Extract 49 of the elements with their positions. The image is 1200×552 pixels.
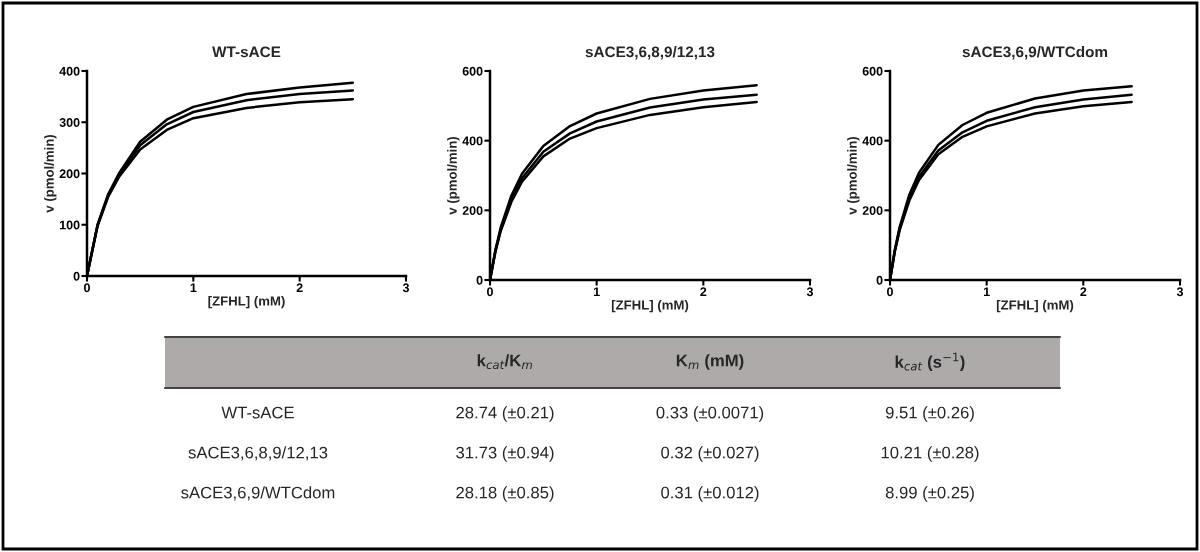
y-axis-title: v (pmol/min) (44, 134, 57, 213)
text: k$_{cat}$/K$_{m}$ (477, 354, 532, 370)
y-tick-label: 0 (476, 275, 483, 285)
x-tick-label: 1 (593, 287, 600, 296)
y-tick-label: 0 (876, 275, 883, 285)
text: 0.31 (±0.012) (661, 486, 759, 502)
text: K$_{m}$ (mM) (676, 354, 744, 370)
x-tick-label: 2 (1080, 287, 1087, 296)
text: 0.32 (±0.027) (661, 446, 759, 462)
text: 28.74 (±0.21) (456, 406, 554, 422)
x-tick-label: 3 (1176, 287, 1184, 297)
x-tick-label: 0 (887, 287, 893, 297)
x-tick-label: 2 (296, 283, 303, 292)
text: 9.51 (±0.26) (885, 406, 974, 422)
text: 0.33 (±0.0071) (656, 406, 764, 422)
y-tick-label: 400 (462, 136, 483, 146)
x-axis-title: [ZFHL] (mM) (996, 299, 1074, 313)
text: 10.21 (±0.28) (881, 446, 979, 462)
x-tick-label: 1 (190, 283, 197, 292)
y-tick-label: 200 (462, 206, 483, 215)
x-axis-title: [ZFHL] (mM) (611, 299, 689, 313)
x-tick-label: 3 (806, 287, 814, 297)
text: sACE3,6,8,9/12,13 (188, 446, 328, 461)
text: 28.18 (±0.85) (456, 486, 554, 502)
chart-title: sACE3,6,8,9/12,13 (585, 46, 715, 60)
y-tick-label: 400 (862, 136, 883, 146)
x-tick-label: 2 (700, 287, 707, 296)
text: sACE3,6,9/WTCdom (181, 486, 335, 501)
y-tick-label: 0 (73, 271, 80, 281)
y-tick-label: 400 (59, 66, 80, 76)
text: 31.73 (±0.94) (456, 446, 554, 462)
y-tick-label: 200 (862, 206, 883, 215)
chart-title: WT-sACE (212, 46, 281, 58)
x-tick-label: 3 (402, 283, 410, 293)
y-tick-label: 100 (59, 220, 80, 230)
y-tick-label: 600 (462, 66, 483, 76)
chart-title: sACE3,6,9/WTCdom (962, 46, 1108, 60)
y-tick-label: 300 (59, 118, 80, 127)
x-tick-label: 1 (983, 287, 990, 296)
text: 8.99 (±0.25) (885, 486, 974, 502)
y-axis-title: v (pmol/min) (447, 136, 460, 215)
y-tick-label: 200 (59, 169, 80, 179)
y-axis-title: v (pmol/min) (847, 136, 860, 215)
y-tick-label: 600 (862, 66, 883, 76)
text: WT-sACE (221, 406, 294, 419)
x-axis-title: [ZFHL] (mM) (208, 295, 285, 309)
x-tick-label: 0 (84, 283, 90, 293)
text: k$_{cat}$ (s$^{−1}$) (895, 352, 965, 372)
x-tick-label: 0 (487, 287, 493, 297)
